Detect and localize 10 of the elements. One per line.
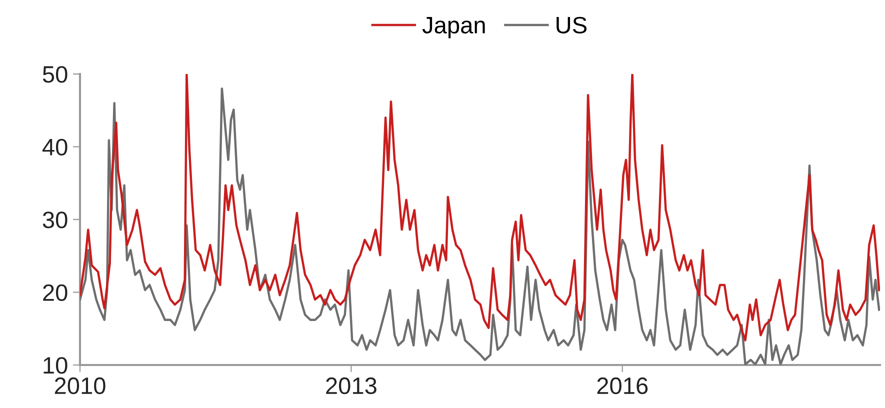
y-tick-label: 30 xyxy=(42,212,68,228)
legend-label: US xyxy=(556,16,587,34)
x-tick-label: 2016 xyxy=(597,377,648,394)
y-tick-label: 40 xyxy=(42,138,68,156)
y-tick-label: 50 xyxy=(42,66,68,83)
x-tick-label: 2013 xyxy=(326,377,376,394)
y-tick-label: 20 xyxy=(43,284,68,302)
legend-label: Japan xyxy=(422,17,485,38)
y-tick-label: 10 xyxy=(44,357,68,374)
x-tick-label: 2010 xyxy=(54,377,106,394)
